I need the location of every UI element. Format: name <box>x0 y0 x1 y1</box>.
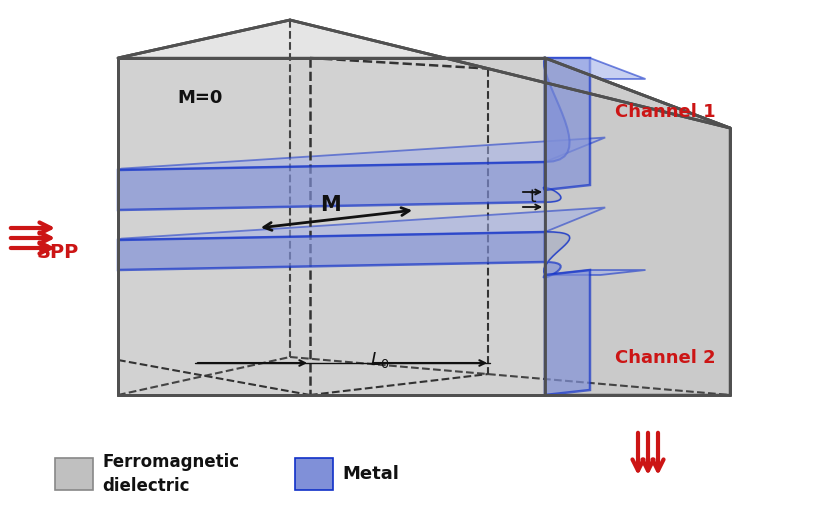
Polygon shape <box>545 270 590 395</box>
Polygon shape <box>118 58 545 395</box>
Text: Metal: Metal <box>342 465 399 483</box>
Text: M=0: M=0 <box>177 89 223 107</box>
Polygon shape <box>543 232 570 277</box>
Text: Ferromagnetic
dielectric: Ferromagnetic dielectric <box>102 453 239 495</box>
Polygon shape <box>118 232 545 270</box>
Polygon shape <box>545 270 646 275</box>
Text: SPP: SPP <box>37 242 79 262</box>
Text: t: t <box>530 188 537 206</box>
Text: M: M <box>319 195 340 215</box>
Polygon shape <box>118 207 605 240</box>
Text: $L_0$: $L_0$ <box>370 350 389 370</box>
Polygon shape <box>543 187 570 275</box>
Polygon shape <box>545 58 590 190</box>
Bar <box>295 458 333 490</box>
Polygon shape <box>118 20 730 128</box>
Polygon shape <box>545 58 730 395</box>
Text: Channel 2: Channel 2 <box>615 349 716 367</box>
Polygon shape <box>118 138 605 170</box>
Polygon shape <box>543 58 570 202</box>
Polygon shape <box>545 58 646 79</box>
Polygon shape <box>118 162 545 210</box>
Text: Channel 1: Channel 1 <box>615 103 716 121</box>
Bar <box>55 458 93 490</box>
